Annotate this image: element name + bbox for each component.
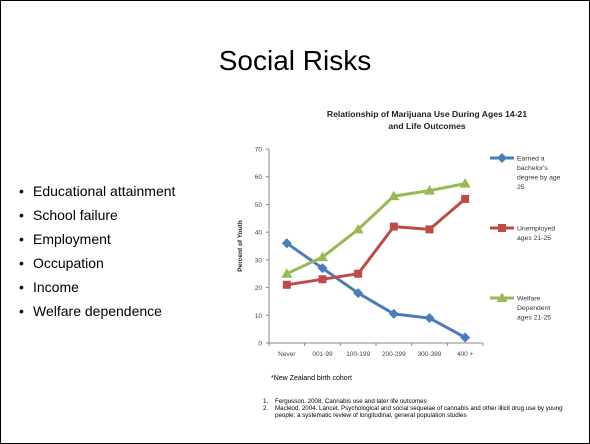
x-tick-label: 400 + xyxy=(457,351,474,358)
legend-label-2: ages 21-25 xyxy=(517,235,551,242)
legend-label-1: bachelor's xyxy=(517,165,548,172)
reference-item: 2. Macleod. 2004. Lancet. Psychological a… xyxy=(263,405,583,419)
bullet-text: Income xyxy=(33,279,79,295)
series-line-2 xyxy=(286,197,467,287)
bullet-item: • Occupation xyxy=(19,253,175,277)
legend-label-1: degree by age xyxy=(517,175,561,182)
bullet-item: • School failure xyxy=(19,205,175,229)
data-point-series-2 xyxy=(461,194,470,203)
legend-label-3: Welfare xyxy=(517,296,541,303)
x-tick-label: 300-399 xyxy=(418,351,442,358)
bullet-dot-icon: • xyxy=(19,207,24,223)
x-tick-label: Never xyxy=(278,351,296,358)
data-point-series-1 xyxy=(317,263,328,274)
chart-title: Relationship of Marijuana Use During Age… xyxy=(327,109,527,119)
bullet-dot-icon: • xyxy=(19,303,24,319)
bullet-text: Educational attainment xyxy=(33,183,176,199)
line-chart: Relationship of Marijuana Use During Age… xyxy=(237,109,561,358)
bullet-list: • Educational attainment • School failure … xyxy=(19,181,175,325)
bullet-dot-icon: • xyxy=(19,279,24,295)
bullet-item: • Income xyxy=(19,277,175,301)
y-tick-label: 60 xyxy=(255,174,263,181)
y-tick-label: 40 xyxy=(255,230,263,237)
bullet-item: • Educational attainment xyxy=(19,181,175,205)
chart-footnote: *New Zealand birth cohort xyxy=(271,375,352,382)
reference-text: Macleod. 2004. Lancet. Psychological and… xyxy=(275,405,563,420)
reference-item: 1. Fergusson. 2008. Cannabis use and late… xyxy=(263,398,583,405)
series-line-1 xyxy=(285,241,466,339)
y-tick-label: 0 xyxy=(258,341,262,348)
data-point-series-3 xyxy=(317,251,328,262)
chart-title: and Life Outcomes xyxy=(388,121,466,131)
y-tick-label: 20 xyxy=(255,285,263,292)
legend-marker-2 xyxy=(498,224,506,232)
data-point-series-2 xyxy=(318,275,327,284)
bullet-dot-icon: • xyxy=(19,255,24,271)
data-point-series-3 xyxy=(281,268,293,278)
legend-label-3: Dependent xyxy=(517,305,550,312)
bullet-item: • Employment xyxy=(19,229,175,253)
bullet-text: Welfare dependence xyxy=(33,303,162,319)
bullet-text: Occupation xyxy=(33,255,104,271)
legend-label-2: Unemployed xyxy=(517,226,555,233)
legend-label-1: Earned a xyxy=(517,156,545,163)
x-tick-label: 001-99 xyxy=(312,351,333,358)
reference-text: Fergusson. 2008. Cannabis use and later … xyxy=(275,398,427,405)
data-point-series-3 xyxy=(388,190,400,201)
legend-marker-3 xyxy=(496,292,508,302)
x-tick-label: 200-299 xyxy=(382,351,406,358)
bullet-text: Employment xyxy=(33,231,111,247)
data-point-series-2 xyxy=(354,269,363,278)
data-point-series-1 xyxy=(388,308,399,319)
x-tick-label: 100-199 xyxy=(346,351,370,358)
data-point-series-2 xyxy=(282,280,291,289)
bullet-text: School failure xyxy=(33,207,118,223)
reference-number: 2. xyxy=(263,405,269,413)
slide-title: Social Risks xyxy=(218,45,372,76)
y-axis-title: Percent of Youth xyxy=(237,220,244,271)
reference-number: 1. xyxy=(263,398,269,405)
y-tick-label: 50 xyxy=(255,202,263,209)
legend-label-3: ages 21-25 xyxy=(517,315,551,322)
data-point-series-1 xyxy=(460,332,471,343)
bullet-dot-icon: • xyxy=(19,183,24,199)
legend-label-1: 25 xyxy=(517,184,525,191)
bullet-dot-icon: • xyxy=(19,231,24,247)
data-point-series-3 xyxy=(459,178,471,188)
y-tick-label: 70 xyxy=(255,147,263,154)
data-point-series-3 xyxy=(352,223,364,234)
bullet-item: • Welfare dependence xyxy=(19,301,175,325)
reference-list: 1. Fergusson. 2008. Cannabis use and late… xyxy=(263,398,583,420)
data-point-series-1 xyxy=(424,313,435,324)
legend-marker-1 xyxy=(497,153,507,163)
series-line-3 xyxy=(286,182,466,276)
data-point-series-2 xyxy=(389,222,398,231)
y-tick-label: 10 xyxy=(255,313,263,320)
data-point-series-1 xyxy=(281,238,292,249)
data-point-series-2 xyxy=(425,225,434,234)
data-point-series-3 xyxy=(424,185,435,195)
y-tick-label: 30 xyxy=(255,257,263,264)
